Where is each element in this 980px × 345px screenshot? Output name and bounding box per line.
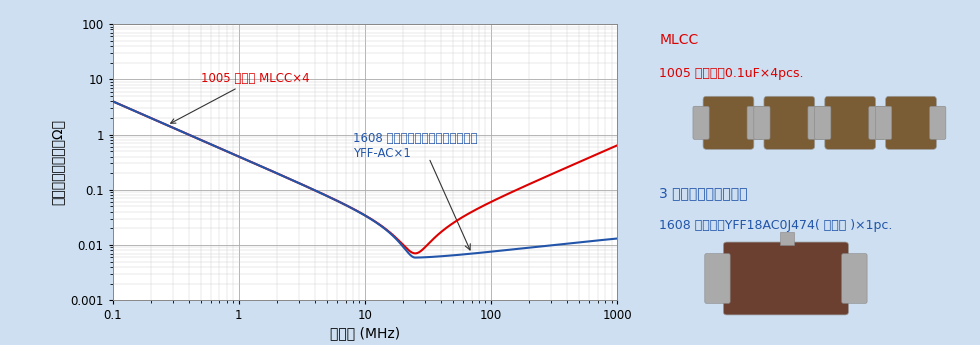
FancyBboxPatch shape bbox=[705, 254, 730, 303]
FancyBboxPatch shape bbox=[930, 106, 946, 139]
FancyBboxPatch shape bbox=[693, 106, 710, 139]
Text: YFF-AC×1: YFF-AC×1 bbox=[353, 147, 411, 160]
FancyBboxPatch shape bbox=[842, 254, 867, 303]
Text: MLCC: MLCC bbox=[660, 33, 699, 47]
FancyBboxPatch shape bbox=[808, 106, 824, 139]
FancyBboxPatch shape bbox=[868, 106, 885, 139]
Text: 1608 サイズ３端子貫通型フィルタ: 1608 サイズ３端子貫通型フィルタ bbox=[353, 132, 477, 145]
Text: 1608 サイズ、YFF18AC0J474( 開発中 )×1pc.: 1608 サイズ、YFF18AC0J474( 開発中 )×1pc. bbox=[660, 219, 893, 232]
FancyBboxPatch shape bbox=[886, 96, 937, 149]
Bar bbox=[780, 232, 794, 245]
FancyBboxPatch shape bbox=[875, 106, 892, 139]
FancyBboxPatch shape bbox=[703, 96, 754, 149]
Text: 1005 サイズ MLCC×4: 1005 サイズ MLCC×4 bbox=[171, 72, 310, 123]
FancyBboxPatch shape bbox=[814, 106, 831, 139]
FancyBboxPatch shape bbox=[723, 242, 849, 315]
FancyBboxPatch shape bbox=[747, 106, 763, 139]
FancyBboxPatch shape bbox=[754, 106, 770, 139]
FancyBboxPatch shape bbox=[825, 96, 875, 149]
FancyBboxPatch shape bbox=[764, 96, 814, 149]
Y-axis label: インピーダンス（Ω）: インピーダンス（Ω） bbox=[51, 119, 65, 205]
X-axis label: 周波数 (MHz): 周波数 (MHz) bbox=[330, 326, 400, 341]
Text: 3 端子貫通型フィルタ: 3 端子貫通型フィルタ bbox=[660, 186, 748, 200]
Text: 1005 サイズ、0.1uF×4pcs.: 1005 サイズ、0.1uF×4pcs. bbox=[660, 67, 804, 79]
